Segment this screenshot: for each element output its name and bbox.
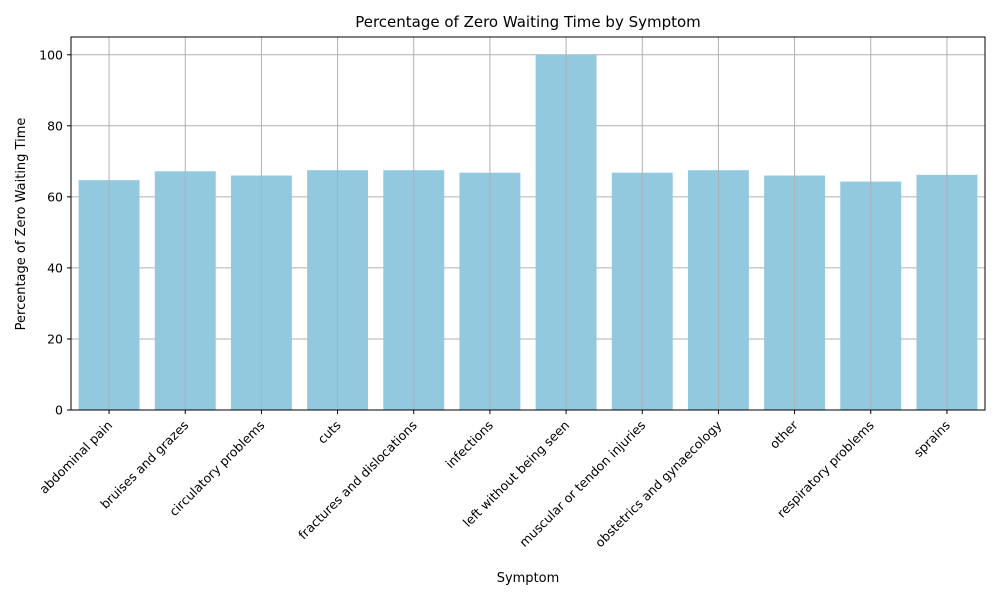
bars [78, 54, 978, 411]
plot-frame [70, 36, 986, 411]
y-tick-label: 20 [47, 331, 63, 346]
chart-title: Percentage of Zero Waiting Time by Sympt… [355, 13, 701, 31]
y-axis-ticks: 0 20 40 60 80 100 [39, 47, 71, 418]
x-tick-label: muscular or tendon injuries [516, 418, 648, 550]
x-tick-label: obstetrics and gynaecology [592, 417, 725, 550]
axes [70, 36, 986, 411]
y-tick-label: 80 [47, 118, 63, 133]
x-tick-label: other [767, 417, 802, 452]
x-axis-title: Symptom [497, 571, 560, 586]
y-tick-label: 100 [39, 47, 63, 62]
y-tick-label: 60 [47, 189, 63, 204]
x-tick-label: sprains [911, 418, 954, 461]
y-tick-label: 0 [55, 403, 63, 418]
y-tick-label: 40 [47, 260, 63, 275]
vertical-gridlines [108, 37, 948, 410]
x-tick-label: abdominal pain [36, 418, 115, 497]
y-axis-title: Percentage of Zero Waiting Time [14, 118, 29, 331]
x-tick-label: infections [442, 418, 496, 472]
x-tick-label: cuts [315, 418, 344, 447]
